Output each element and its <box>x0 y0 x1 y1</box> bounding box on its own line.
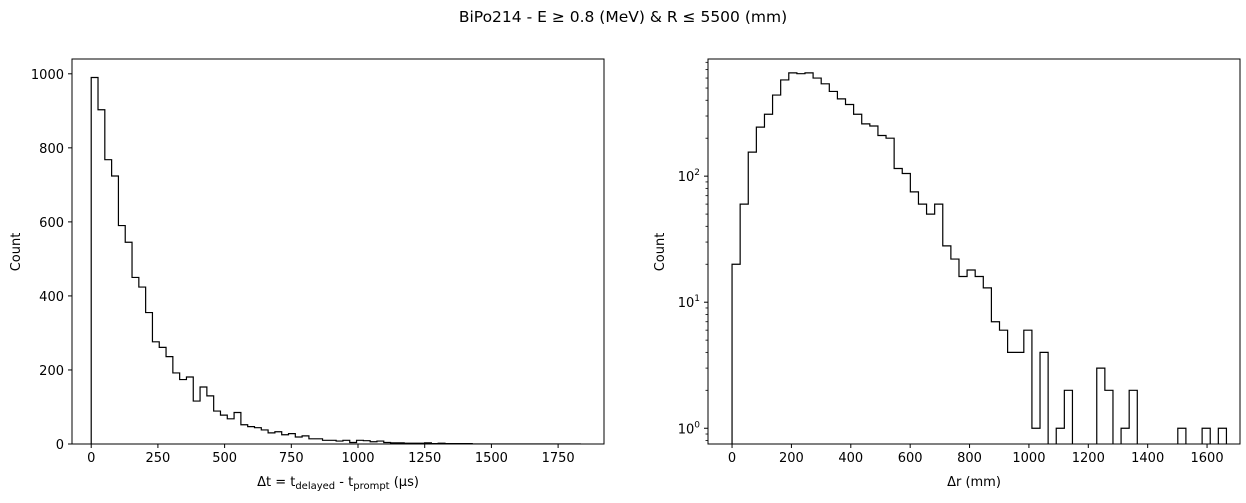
y-tick-label: 1000 <box>31 68 64 83</box>
x-tick-label: 800 <box>957 451 982 466</box>
y-tick-label: 101 <box>678 294 700 311</box>
figure-title: BiPo214 - E ≥ 0.8 (MeV) & R ≤ 5500 (mm) <box>458 8 788 26</box>
x-tick-label: 1200 <box>1072 451 1105 466</box>
x-tick-label: 600 <box>898 451 923 466</box>
y-tick-label: 600 <box>39 216 64 231</box>
x-tick-label: 0 <box>728 451 736 466</box>
x-tick-label: 1250 <box>408 451 441 466</box>
y-tick-label: 200 <box>39 364 64 379</box>
x-tick-label: 1750 <box>542 451 575 466</box>
right-x-axis-label: Δr (mm) <box>947 475 1001 490</box>
x-tick-label: 200 <box>779 451 804 466</box>
x-tick-label: 400 <box>838 451 863 466</box>
y-tick-label: 0 <box>56 438 64 453</box>
x-tick-label: 1500 <box>475 451 508 466</box>
left-x-axis-label: Δt = tdelayed - tprompt (μs) <box>257 475 419 492</box>
right-histogram-series <box>731 72 1228 444</box>
left-plot-frame <box>71 58 605 445</box>
y-tick-label: 400 <box>39 290 64 305</box>
y-tick-label: 800 <box>39 142 64 157</box>
left-y-ticks: 0 200 400 600 800 1000 <box>31 68 72 453</box>
x-tick-label: 1000 <box>1012 451 1045 466</box>
x-tick-label: 500 <box>212 451 237 466</box>
x-tick-label: 0 <box>87 451 95 466</box>
left-x-ticks: 0 250 500 750 1000 1250 1500 1750 <box>87 444 575 466</box>
right-y-ticks: 100 101 102 <box>678 61 708 441</box>
x-tick-label: 250 <box>145 451 170 466</box>
y-tick-label: 102 <box>678 168 700 185</box>
x-tick-label: 750 <box>279 451 304 466</box>
y-tick-label: 100 <box>678 420 701 437</box>
right-x-ticks: 0 200 400 600 800 1000 1200 1400 1600 <box>728 444 1224 466</box>
right-histogram-panel: 0 200 400 600 800 1000 1200 1400 1600 100101102 … <box>653 58 1241 490</box>
left-histogram-series <box>90 76 582 444</box>
left-histogram-panel: 0 250 500 750 1000 1250 1500 1750 0 200 400 600 800… <box>9 58 605 492</box>
left-y-axis-label: Count <box>9 233 24 272</box>
right-y-axis-label: Count <box>653 233 668 272</box>
x-tick-label: 1400 <box>1131 451 1164 466</box>
right-plot-frame <box>707 58 1241 445</box>
x-tick-label: 1600 <box>1191 451 1224 466</box>
x-tick-label: 1000 <box>341 451 374 466</box>
